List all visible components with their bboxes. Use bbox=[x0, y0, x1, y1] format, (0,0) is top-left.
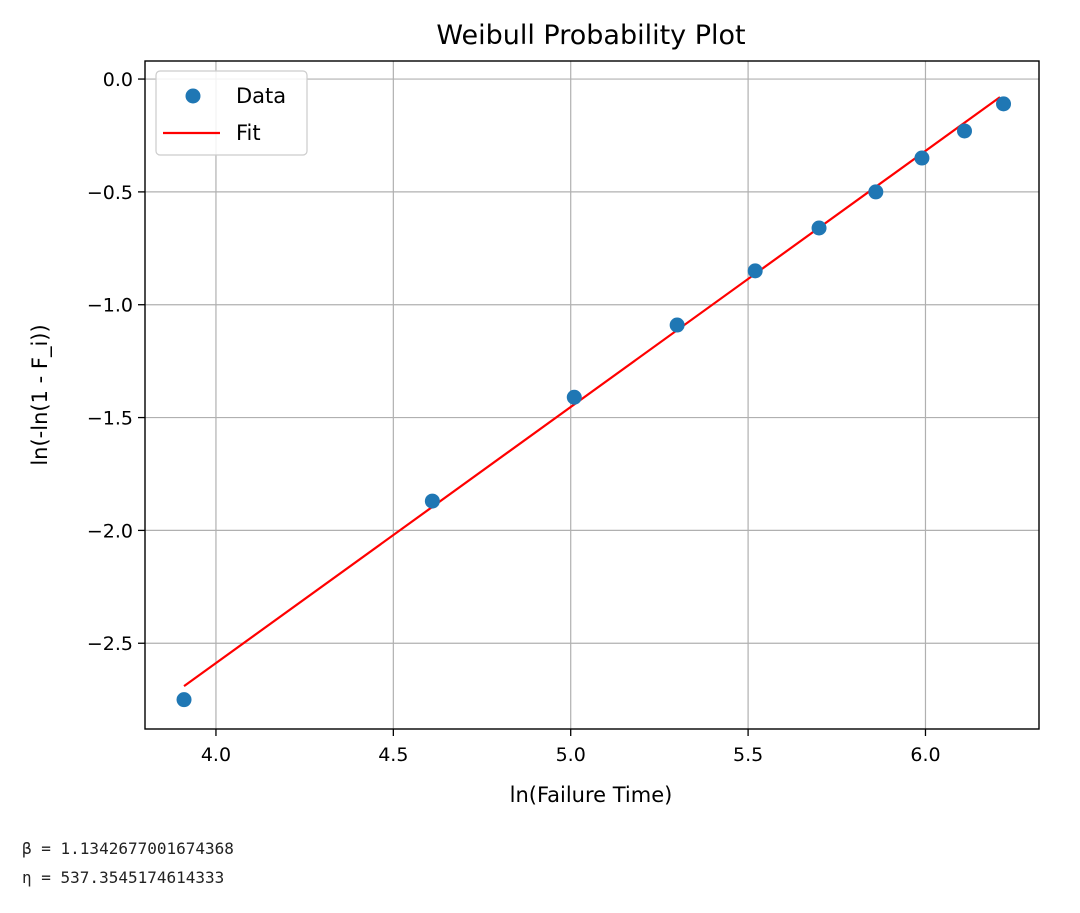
chart-title: Weibull Probability Plot bbox=[436, 20, 745, 51]
data-point bbox=[669, 317, 685, 333]
eta-output-line: η = 537.3545174614333 bbox=[22, 868, 225, 887]
x-tick-label: 5.5 bbox=[733, 744, 763, 766]
y-tick-label: −2.0 bbox=[87, 520, 133, 542]
y-tick-label: −1.5 bbox=[87, 408, 133, 430]
y-axis-label: ln(-ln(1 - F_i)) bbox=[28, 324, 53, 465]
x-tick-label: 4.0 bbox=[201, 744, 231, 766]
data-point bbox=[996, 96, 1012, 112]
legend-data-marker bbox=[185, 88, 201, 104]
y-axis-ticks: 0.0 −0.5 −1.0 −1.5 −2.0 −2.5 bbox=[87, 69, 145, 655]
data-point bbox=[747, 263, 763, 279]
data-points bbox=[176, 96, 1012, 708]
x-axis-ticks: 4.0 4.5 5.0 5.5 6.0 bbox=[201, 729, 941, 766]
data-point bbox=[424, 493, 440, 509]
y-tick-label: −0.5 bbox=[87, 182, 133, 204]
fit-layer bbox=[183, 96, 1001, 688]
beta-output-line: β = 1.1342677001674368 bbox=[22, 839, 234, 858]
data-point bbox=[914, 150, 930, 166]
fit-line bbox=[183, 96, 1001, 688]
data-point bbox=[868, 184, 884, 200]
x-tick-label: 4.5 bbox=[378, 744, 408, 766]
legend-fit-label: Fit bbox=[236, 121, 261, 145]
weibull-chart: Weibull Probability Plot 4.0 4.5 5.0 5.5 6.0… bbox=[28, 20, 1040, 807]
legend-data-label: Data bbox=[236, 84, 286, 108]
x-tick-label: 6.0 bbox=[910, 744, 940, 766]
data-point bbox=[566, 389, 582, 405]
data-point bbox=[811, 220, 827, 236]
parameter-output: β = 1.1342677001674368 η = 537.354517461… bbox=[22, 834, 234, 892]
x-axis-label: ln(Failure Time) bbox=[510, 783, 673, 807]
legend: Data Fit bbox=[155, 70, 308, 156]
data-point bbox=[176, 692, 192, 708]
grid-lines bbox=[145, 61, 1039, 729]
y-tick-label: 0.0 bbox=[103, 69, 133, 91]
plot-area-frame bbox=[144, 60, 1040, 730]
data-point bbox=[957, 123, 972, 139]
x-tick-label: 5.0 bbox=[556, 744, 586, 766]
y-tick-label: −2.5 bbox=[87, 633, 133, 655]
y-tick-label: −1.0 bbox=[87, 295, 133, 317]
